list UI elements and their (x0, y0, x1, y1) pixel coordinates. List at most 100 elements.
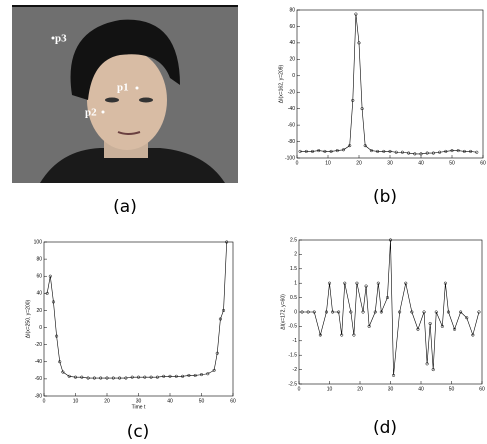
caption: (a) (113, 197, 137, 217)
data-point (352, 333, 356, 337)
data-point (434, 310, 438, 314)
hair (70, 19, 180, 101)
x-tick-label: 10 (73, 398, 79, 404)
data-point (130, 375, 134, 379)
data-point (193, 373, 197, 378)
data-point (92, 376, 96, 380)
data-point (317, 149, 321, 153)
data-point (443, 281, 447, 285)
y-tick-label: 40 (289, 40, 295, 46)
face (87, 50, 167, 150)
y-tick-label: -80 (288, 139, 295, 145)
data-point (73, 375, 78, 379)
data-point (323, 149, 327, 153)
data-point (310, 149, 315, 153)
data-point (428, 321, 432, 326)
data-point (382, 149, 386, 153)
x-tick-label: 10 (327, 386, 333, 392)
x-tick-label: 60 (230, 398, 236, 404)
eye (139, 97, 153, 103)
data-point (471, 333, 475, 337)
y-tick-label: 20 (36, 308, 42, 314)
y-tick-label: -40 (288, 106, 295, 112)
data-point (469, 149, 473, 153)
data-point (331, 310, 335, 314)
x-tick-label: 0 (298, 386, 301, 392)
data-point (155, 375, 159, 379)
y-tick-label: 0 (292, 73, 295, 79)
data-point (61, 370, 65, 374)
y-tick-label: -2 (293, 367, 298, 373)
data-point (465, 316, 469, 320)
data-point (444, 149, 448, 153)
y-tick-label: 20 (289, 57, 295, 63)
data-point (388, 238, 393, 242)
data-point (446, 310, 451, 314)
data-point (456, 149, 460, 153)
y-tick-label: 1.5 (290, 266, 297, 272)
caption: (d) (373, 418, 397, 438)
y-tick-label: -0.5 (288, 324, 297, 330)
data-point (453, 327, 457, 331)
data-point (438, 150, 442, 154)
data-point (206, 372, 210, 376)
data-point (45, 291, 49, 295)
y-tick-label: 100 (34, 239, 43, 245)
data-point (376, 149, 380, 153)
x-tick-label: 0 (43, 398, 46, 404)
y-tick-label: 80 (289, 7, 295, 13)
data-point (369, 149, 373, 153)
data-point (136, 375, 141, 379)
data-point (318, 333, 322, 337)
data-point (364, 284, 368, 288)
y-tick-label: 40 (36, 291, 42, 297)
data-point (425, 151, 429, 155)
data-point (149, 375, 153, 379)
point-label: p3 (55, 33, 67, 45)
y-tick-label: 0.5 (290, 295, 297, 301)
point-label: p1 (117, 82, 129, 94)
data-point (218, 317, 222, 321)
photo-border (12, 5, 238, 7)
data-point (324, 310, 329, 314)
data-point (48, 274, 52, 278)
y-tick-label: -80 (35, 393, 42, 399)
y-tick-label: 2.5 (290, 237, 297, 243)
y-tick-label: -20 (288, 90, 295, 96)
x-tick-label: 50 (449, 386, 455, 392)
data-point (337, 310, 341, 314)
x-tick-label: 10 (325, 160, 331, 166)
x-tick-label: 60 (479, 386, 485, 392)
x-tick-label: 30 (388, 386, 394, 392)
y-axis-label: ΔI(x=162, y=209) (278, 64, 284, 103)
data-point (459, 310, 463, 314)
data-line (302, 239, 480, 376)
y-axis-label: ΔI(x=172, y=60) (280, 294, 286, 330)
data-point (187, 373, 191, 378)
data-line (300, 14, 477, 155)
x-tick-label: 0 (296, 160, 299, 166)
data-point (373, 310, 377, 314)
x-tick-label: 30 (136, 398, 142, 404)
y-tick-label: -60 (35, 376, 42, 382)
data-point (388, 149, 392, 153)
x-tick-label: 50 (449, 160, 455, 166)
data-point (225, 240, 229, 244)
data-point (462, 149, 466, 153)
eye (105, 97, 119, 103)
data-point (404, 281, 408, 285)
data-point (357, 41, 361, 45)
caption: (c) (127, 422, 150, 442)
data-point (343, 281, 347, 285)
data-point (327, 281, 332, 285)
data-point (360, 107, 364, 111)
x-tick-label: 40 (418, 386, 424, 392)
y-tick-label: 60 (36, 274, 42, 280)
point-marker (101, 110, 105, 114)
data-point (215, 351, 219, 355)
data-point (348, 144, 352, 148)
y-tick-label: -1.5 (288, 353, 297, 359)
data-point (363, 144, 367, 148)
y-tick-label: -20 (35, 342, 42, 348)
data-point (425, 362, 429, 366)
